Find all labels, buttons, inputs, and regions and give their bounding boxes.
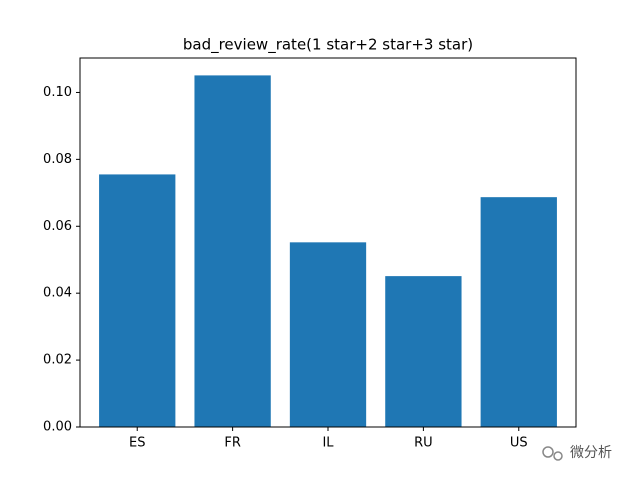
plot-frame — [79, 57, 577, 428]
chart-title: bad_review_rate(1 star+2 star+3 star) — [183, 36, 473, 55]
x-tick-label: IL — [322, 436, 334, 451]
y-tick-label: 0.06 — [43, 219, 72, 234]
watermark-icon — [542, 446, 563, 461]
x-tick-label: RU — [414, 436, 433, 451]
y-tick-label: 0.10 — [43, 85, 72, 100]
y-tick-label: 0.00 — [43, 420, 72, 435]
bar — [480, 197, 557, 427]
x-tick-label: FR — [224, 436, 241, 451]
bar — [99, 174, 176, 427]
x-tick-label: ES — [129, 436, 145, 451]
bar — [289, 242, 367, 427]
bar — [194, 75, 271, 428]
x-tick-label: US — [510, 436, 528, 451]
y-tick-label: 0.04 — [43, 286, 72, 301]
y-tick-label: 0.08 — [43, 152, 72, 167]
watermark: 微分析 — [570, 445, 612, 461]
bar — [385, 276, 462, 427]
y-tick-label: 0.02 — [43, 353, 72, 368]
